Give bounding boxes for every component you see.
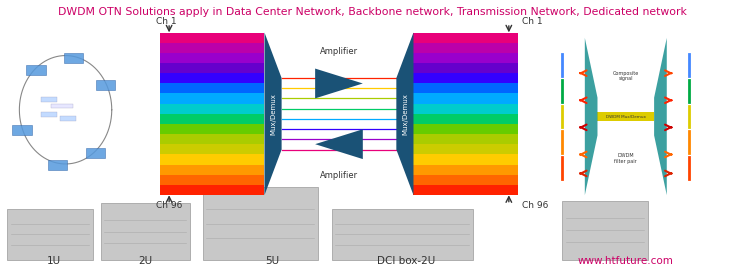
Bar xyxy=(160,43,264,53)
FancyBboxPatch shape xyxy=(48,160,67,170)
Bar xyxy=(7,209,93,260)
Bar xyxy=(160,83,264,93)
Bar xyxy=(160,154,264,164)
FancyBboxPatch shape xyxy=(86,148,105,158)
Bar xyxy=(413,93,518,104)
Polygon shape xyxy=(585,38,597,195)
Bar xyxy=(413,73,518,83)
Text: Mux/Demux: Mux/Demux xyxy=(402,93,408,135)
FancyBboxPatch shape xyxy=(26,65,45,75)
Polygon shape xyxy=(264,33,282,195)
Bar xyxy=(332,209,473,260)
Bar xyxy=(160,73,264,83)
Bar xyxy=(413,53,518,63)
FancyBboxPatch shape xyxy=(64,53,83,63)
Text: Mux/Demux: Mux/Demux xyxy=(270,93,276,135)
Bar xyxy=(413,154,518,164)
Bar xyxy=(160,175,264,185)
Text: Ch 96: Ch 96 xyxy=(522,201,548,211)
Bar xyxy=(160,93,264,104)
Bar xyxy=(160,63,264,73)
Bar xyxy=(41,112,57,117)
Bar xyxy=(51,104,73,108)
Text: DWDM OTN Solutions apply in Data Center Network, Backbone network, Transmission : DWDM OTN Solutions apply in Data Center … xyxy=(58,7,687,17)
Bar xyxy=(160,185,264,195)
Bar xyxy=(413,185,518,195)
Bar xyxy=(562,201,648,260)
Bar xyxy=(160,124,264,134)
Text: Ch 1: Ch 1 xyxy=(156,17,177,26)
Bar xyxy=(160,114,264,124)
Polygon shape xyxy=(315,129,363,159)
Polygon shape xyxy=(654,38,667,195)
Text: 1U: 1U xyxy=(47,256,60,266)
Text: Amplifier: Amplifier xyxy=(320,171,358,180)
Polygon shape xyxy=(315,69,363,98)
Bar xyxy=(160,144,264,154)
Bar xyxy=(160,53,264,63)
Bar xyxy=(160,134,264,144)
Text: Amplifier: Amplifier xyxy=(320,47,358,56)
Text: Composite
signal: Composite signal xyxy=(612,71,639,81)
Text: www.htfuture.com: www.htfuture.com xyxy=(578,256,673,266)
Bar xyxy=(203,187,318,260)
Text: DWDM
filter pair: DWDM filter pair xyxy=(615,153,637,164)
Bar xyxy=(413,63,518,73)
Bar xyxy=(60,116,76,121)
Bar xyxy=(597,112,654,121)
Bar xyxy=(413,165,518,175)
Bar xyxy=(101,203,190,260)
Bar xyxy=(413,124,518,134)
Bar xyxy=(413,33,518,43)
Bar xyxy=(413,83,518,93)
Text: Ch 96: Ch 96 xyxy=(156,201,183,211)
Bar xyxy=(413,175,518,185)
Bar xyxy=(413,114,518,124)
Bar xyxy=(160,104,264,114)
Bar xyxy=(413,134,518,144)
Bar xyxy=(413,104,518,114)
Bar xyxy=(413,144,518,154)
Bar xyxy=(41,97,57,102)
Text: DWDM Mux/Demux: DWDM Mux/Demux xyxy=(606,115,646,118)
Bar xyxy=(160,165,264,175)
Text: 2U: 2U xyxy=(139,256,152,266)
Bar xyxy=(160,33,264,43)
FancyBboxPatch shape xyxy=(96,80,115,90)
Text: Ch 1: Ch 1 xyxy=(522,17,542,26)
Text: 5U: 5U xyxy=(265,256,279,266)
FancyBboxPatch shape xyxy=(13,125,32,135)
Text: DCI box-2U: DCI box-2U xyxy=(377,256,435,266)
Bar xyxy=(413,43,518,53)
Polygon shape xyxy=(396,33,413,195)
